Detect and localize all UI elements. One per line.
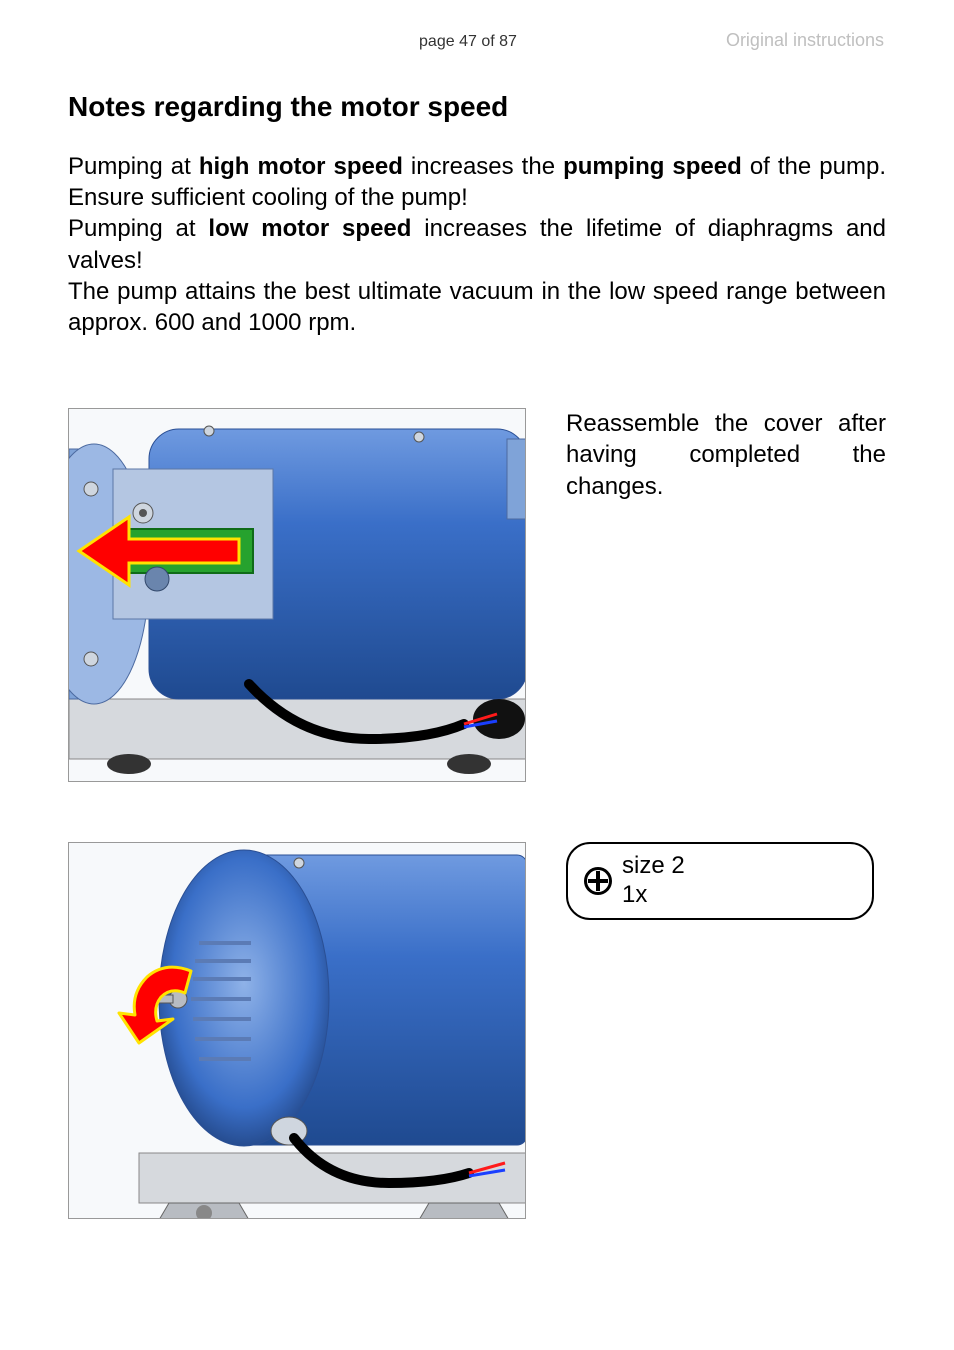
tool-requirement-callout: size 2 1x	[566, 842, 874, 920]
section-heading: Notes regarding the motor speed	[68, 91, 886, 123]
figure-1-row: Reassemble the cover after having comple…	[68, 408, 886, 782]
doc-type-label: Original instructions	[726, 30, 884, 51]
tool-count-label: 1x	[622, 881, 647, 908]
page-header: page 47 of 87 Original instructions	[68, 30, 886, 51]
phillips-screwdriver-icon	[584, 867, 612, 895]
motor-speed-notes-paragraph: Pumping at high motor speed increases th…	[68, 151, 886, 338]
figure-1-caption: Reassemble the cover after having comple…	[566, 408, 886, 502]
figure-2-row: size 2 1x	[68, 842, 886, 1219]
figure-1-pump-cover-reassembly	[68, 408, 526, 782]
figure-2-pump-cover-screw	[68, 842, 526, 1219]
tool-size-label: size 2	[622, 852, 685, 879]
tool-text: size 2 1x	[622, 852, 685, 910]
pump-illustration-2	[69, 843, 526, 1219]
pump-illustration-1	[69, 409, 526, 782]
page-number: page 47 of 87	[210, 33, 726, 51]
